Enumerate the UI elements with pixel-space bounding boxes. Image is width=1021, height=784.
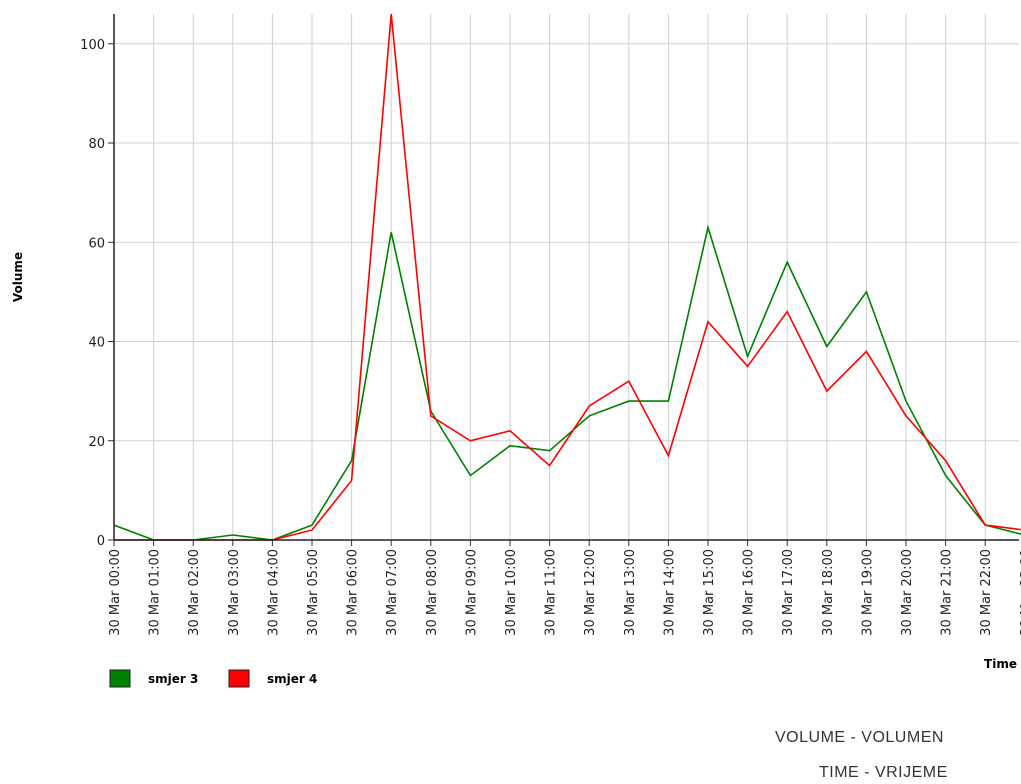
y-tick-label: 0 <box>97 534 105 549</box>
note-time: TIME - VRIJEME <box>819 764 948 781</box>
x-tick-label: 30 Mar 14:00 <box>662 549 677 636</box>
legend: smjer 3 smjer 4 <box>109 669 317 688</box>
x-tick-label: 30 Mar 23:00 <box>1019 549 1021 636</box>
x-tick-label: 30 Mar 08:00 <box>425 549 440 636</box>
y-tick-label: 40 <box>88 336 105 351</box>
y-axis-title: Volume <box>11 252 25 302</box>
legend-swatch <box>109 669 131 688</box>
x-tick-label: 30 Mar 01:00 <box>148 549 163 636</box>
x-tick-label: 30 Mar 06:00 <box>346 549 361 636</box>
x-tick-label: 30 Mar 20:00 <box>900 549 915 636</box>
x-tick-label: 30 Mar 04:00 <box>266 549 281 636</box>
grid <box>113 14 1019 541</box>
legend-label: smjer 3 <box>148 672 198 686</box>
x-tick-label: 30 Mar 22:00 <box>979 549 994 636</box>
x-axis-title: Time <box>984 657 1017 671</box>
axes <box>108 14 1019 546</box>
x-tick-label: 30 Mar 00:00 <box>108 549 123 636</box>
x-tick-label: 30 Mar 02:00 <box>187 549 202 636</box>
x-tick-label: 30 Mar 03:00 <box>227 549 242 636</box>
x-tick-label: 30 Mar 18:00 <box>821 549 836 636</box>
x-tick-labels: 30 Mar 00:00 30 Mar 01:00 30 Mar 02:00 30 M… <box>108 549 1021 636</box>
x-tick-label: 30 Mar 21:00 <box>940 549 955 636</box>
series-line-2 <box>114 13 1021 541</box>
x-tick-label: 30 Mar 07:00 <box>385 549 400 636</box>
x-tick-label: 30 Mar 05:00 <box>306 549 321 636</box>
y-tick-labels: 0 20 40 60 80 100 <box>80 38 105 549</box>
series-lines <box>113 13 1021 541</box>
note-volume: VOLUME - VOLUMEN <box>775 729 944 746</box>
series-line-1 <box>113 224 1021 541</box>
x-tick-label: 30 Mar 16:00 <box>742 549 757 636</box>
x-tick-label: 30 Mar 13:00 <box>623 549 638 636</box>
x-tick-label: 30 Mar 11:00 <box>544 549 559 636</box>
x-tick-label: 30 Mar 19:00 <box>860 549 875 636</box>
y-tick-label: 80 <box>88 137 105 152</box>
x-tick-label: 30 Mar 09:00 <box>464 549 479 636</box>
y-tick-label: 100 <box>80 38 105 53</box>
x-tick-label: 30 Mar 10:00 <box>504 549 519 636</box>
x-tick-label: 30 Mar 15:00 <box>702 549 717 636</box>
x-tick-label: 30 Mar 12:00 <box>583 549 598 636</box>
x-tick-label: 30 Mar 17:00 <box>781 549 796 636</box>
legend-label: smjer 4 <box>267 672 317 686</box>
legend-swatch <box>228 669 250 688</box>
y-tick-label: 20 <box>88 435 105 450</box>
y-tick-label: 60 <box>88 236 105 251</box>
